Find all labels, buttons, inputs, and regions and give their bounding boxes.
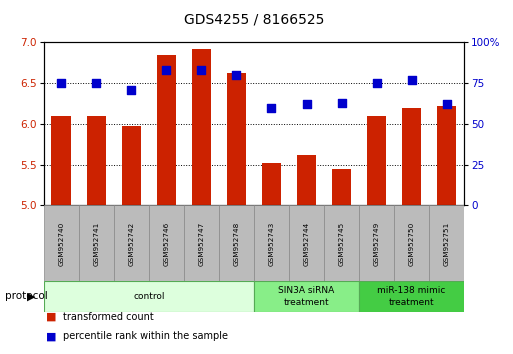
Text: ■: ■: [46, 312, 56, 322]
Text: GSM952751: GSM952751: [444, 221, 450, 266]
Text: GSM952750: GSM952750: [409, 221, 415, 266]
Text: transformed count: transformed count: [63, 312, 153, 322]
Text: protocol: protocol: [5, 291, 48, 302]
Bar: [297, 155, 316, 205]
Text: GDS4255 / 8166525: GDS4255 / 8166525: [184, 12, 324, 27]
Text: control: control: [133, 292, 165, 301]
Bar: [227, 73, 246, 205]
Text: SIN3A siRNA
treatment: SIN3A siRNA treatment: [279, 286, 334, 307]
Text: GSM952744: GSM952744: [304, 221, 309, 266]
Bar: [429, 205, 464, 281]
Text: GSM952746: GSM952746: [163, 221, 169, 266]
Bar: [44, 281, 254, 312]
Bar: [332, 170, 351, 205]
Point: [443, 102, 451, 107]
Bar: [262, 163, 281, 205]
Bar: [184, 205, 219, 281]
Bar: [437, 106, 457, 205]
Point: [57, 80, 65, 86]
Bar: [192, 49, 211, 205]
Point: [338, 100, 346, 105]
Text: miR-138 mimic
treatment: miR-138 mimic treatment: [378, 286, 446, 307]
Text: GSM952741: GSM952741: [93, 221, 99, 266]
Bar: [359, 281, 464, 312]
Bar: [87, 116, 106, 205]
Text: GSM952747: GSM952747: [199, 221, 204, 266]
Point: [267, 105, 275, 110]
Text: GSM952745: GSM952745: [339, 221, 345, 266]
Point: [407, 77, 416, 83]
Text: percentile rank within the sample: percentile rank within the sample: [63, 331, 228, 341]
Bar: [359, 205, 394, 281]
Bar: [289, 205, 324, 281]
Bar: [149, 205, 184, 281]
Text: GSM952740: GSM952740: [58, 221, 64, 266]
Text: ▶: ▶: [27, 291, 35, 302]
Point: [162, 67, 170, 73]
Bar: [324, 205, 359, 281]
Point: [127, 87, 135, 92]
Point: [302, 102, 310, 107]
Text: ■: ■: [46, 331, 56, 341]
Bar: [394, 205, 429, 281]
Bar: [367, 116, 386, 205]
Bar: [402, 108, 421, 205]
Point: [197, 67, 205, 73]
Point: [92, 80, 100, 86]
Bar: [156, 55, 176, 205]
Bar: [254, 281, 359, 312]
Text: GSM952743: GSM952743: [268, 221, 274, 266]
Bar: [254, 205, 289, 281]
Bar: [44, 205, 78, 281]
Point: [372, 80, 381, 86]
Bar: [51, 116, 71, 205]
Point: [232, 72, 241, 78]
Text: GSM952748: GSM952748: [233, 221, 240, 266]
Bar: [114, 205, 149, 281]
Bar: [219, 205, 254, 281]
Text: GSM952749: GSM952749: [373, 221, 380, 266]
Bar: [78, 205, 114, 281]
Text: GSM952742: GSM952742: [128, 221, 134, 266]
Bar: [122, 126, 141, 205]
